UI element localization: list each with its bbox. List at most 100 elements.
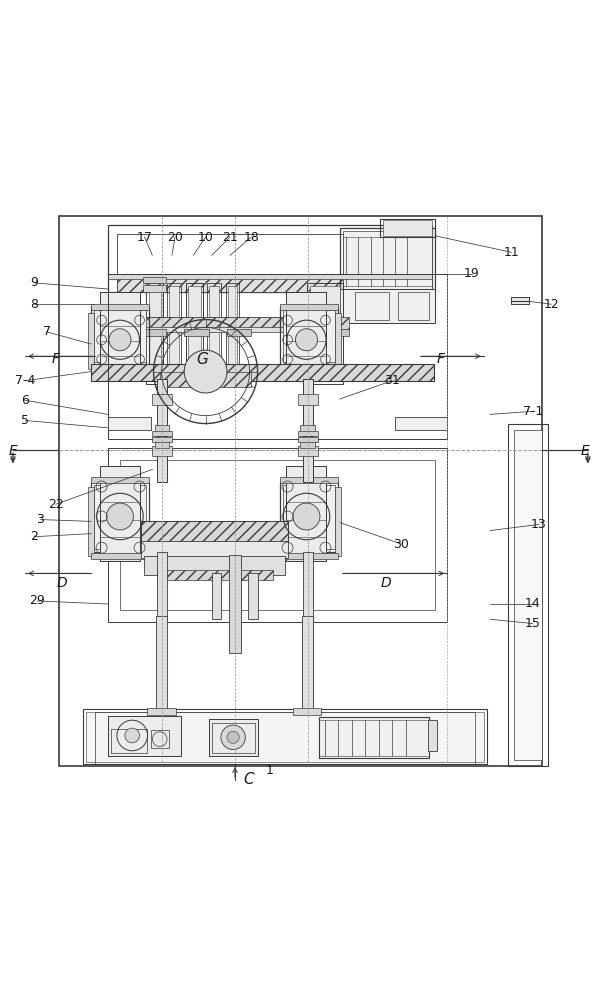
Bar: [300, 425, 315, 433]
Bar: [300, 441, 315, 448]
Bar: [283, 485, 335, 549]
Bar: [143, 285, 167, 292]
Circle shape: [293, 503, 320, 530]
Text: 3: 3: [37, 513, 44, 526]
Bar: [188, 286, 200, 381]
Bar: [142, 329, 166, 336]
Bar: [108, 417, 151, 430]
Bar: [158, 436, 167, 482]
Text: 1: 1: [266, 764, 274, 777]
Bar: [142, 541, 288, 558]
Bar: [340, 289, 435, 323]
Bar: [303, 317, 349, 329]
Bar: [108, 225, 432, 292]
Bar: [298, 431, 318, 436]
Bar: [101, 292, 140, 378]
Bar: [160, 372, 251, 387]
Bar: [148, 708, 175, 715]
Bar: [117, 327, 343, 332]
Text: 18: 18: [243, 231, 259, 244]
Bar: [248, 573, 258, 619]
Text: 31: 31: [384, 374, 400, 387]
Bar: [184, 329, 208, 336]
Bar: [508, 424, 548, 766]
Bar: [117, 234, 343, 283]
Bar: [153, 446, 172, 456]
Bar: [303, 329, 349, 336]
Bar: [108, 716, 181, 756]
Bar: [91, 304, 150, 310]
Circle shape: [109, 329, 131, 351]
Bar: [117, 317, 343, 329]
Bar: [91, 364, 434, 381]
Bar: [108, 274, 447, 439]
Bar: [398, 292, 429, 320]
Text: 8: 8: [30, 298, 39, 311]
Bar: [298, 394, 318, 405]
Text: 21: 21: [222, 231, 238, 244]
Bar: [153, 437, 172, 442]
Text: F: F: [51, 352, 59, 366]
Text: C: C: [243, 772, 254, 787]
Bar: [280, 365, 338, 372]
Text: E: E: [581, 444, 589, 458]
Text: 22: 22: [48, 498, 64, 511]
Bar: [428, 720, 437, 751]
Bar: [209, 286, 219, 381]
Text: F: F: [437, 352, 445, 366]
Bar: [96, 712, 474, 764]
Bar: [303, 379, 313, 427]
Bar: [306, 283, 343, 384]
Bar: [207, 283, 221, 384]
Bar: [149, 286, 161, 381]
Text: 9: 9: [31, 276, 38, 289]
Bar: [143, 277, 167, 283]
Text: 7: 7: [42, 325, 50, 338]
Bar: [303, 552, 313, 619]
Bar: [383, 220, 432, 236]
Text: E: E: [9, 444, 17, 458]
Bar: [167, 283, 180, 384]
Text: 11: 11: [503, 246, 519, 259]
Bar: [283, 310, 335, 362]
Bar: [153, 394, 172, 405]
Bar: [208, 719, 257, 756]
Bar: [142, 521, 288, 543]
Bar: [514, 430, 542, 760]
Bar: [86, 712, 484, 762]
Bar: [108, 448, 447, 622]
Bar: [153, 431, 172, 436]
Bar: [280, 477, 338, 483]
Bar: [59, 216, 542, 766]
Text: 17: 17: [137, 231, 153, 244]
Bar: [117, 277, 343, 292]
Text: G: G: [197, 352, 208, 367]
Bar: [229, 555, 241, 653]
Text: D: D: [381, 576, 391, 590]
Text: 29: 29: [29, 594, 45, 607]
Circle shape: [125, 728, 140, 743]
Circle shape: [221, 725, 245, 750]
Bar: [298, 437, 318, 442]
Text: 30: 30: [394, 538, 409, 551]
Bar: [91, 553, 150, 559]
Bar: [151, 730, 169, 748]
Bar: [157, 570, 273, 580]
Bar: [280, 307, 338, 365]
Text: 6: 6: [21, 394, 29, 407]
Bar: [310, 286, 340, 381]
Text: 15: 15: [525, 617, 541, 630]
Circle shape: [227, 731, 239, 743]
Text: 14: 14: [525, 597, 541, 610]
Bar: [108, 274, 432, 279]
Text: 7-1: 7-1: [523, 405, 543, 418]
Bar: [286, 466, 326, 561]
Bar: [343, 231, 432, 289]
Bar: [380, 219, 435, 237]
Bar: [147, 283, 164, 384]
Bar: [155, 441, 170, 448]
Text: 13: 13: [531, 518, 547, 531]
Bar: [286, 292, 326, 378]
Text: 20: 20: [167, 231, 183, 244]
Bar: [91, 307, 150, 365]
